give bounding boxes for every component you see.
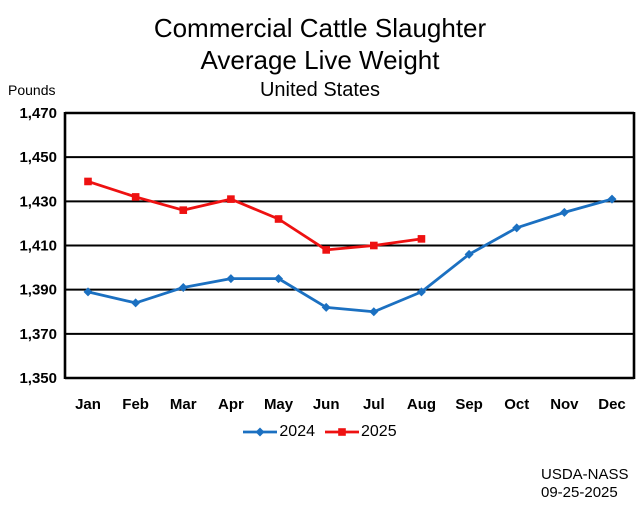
series-2025-marker bbox=[131, 193, 140, 201]
legend-square-marker-icon bbox=[325, 428, 359, 436]
source-org: USDA-NASS bbox=[541, 466, 629, 483]
series-2024-marker bbox=[274, 274, 284, 284]
series-2024-marker bbox=[607, 194, 617, 204]
series-2024-marker bbox=[464, 249, 474, 259]
series-2024-marker bbox=[512, 223, 522, 233]
series-2024-marker bbox=[131, 298, 141, 308]
x-tick-label: May bbox=[264, 396, 294, 413]
series-2025-marker bbox=[179, 206, 188, 214]
x-tick-label: Sep bbox=[455, 396, 483, 413]
source-attribution: USDA-NASS 09-25-2025 bbox=[541, 466, 629, 502]
series-2024-marker bbox=[226, 274, 236, 284]
series-2025-marker bbox=[417, 235, 426, 243]
series-2025-marker bbox=[274, 215, 283, 223]
x-tick-label: Nov bbox=[550, 396, 579, 413]
y-tick-label: 1,450 bbox=[19, 149, 57, 166]
series-2024-marker bbox=[369, 307, 379, 317]
x-tick-label: Jul bbox=[363, 396, 385, 413]
series-2025-marker bbox=[84, 177, 92, 186]
x-tick-label: Jun bbox=[313, 396, 340, 413]
series-2025-marker bbox=[227, 195, 235, 203]
y-tick-label: 1,370 bbox=[19, 326, 57, 343]
y-tick-label: 1,350 bbox=[19, 370, 57, 387]
chart-title-line2: Average Live Weight bbox=[200, 45, 440, 75]
chart-title-line1: Commercial Cattle Slaughter bbox=[153, 13, 487, 43]
x-tick-label: Dec bbox=[598, 396, 626, 413]
chart-legend: 2024 2025 bbox=[0, 423, 640, 441]
x-tick-label: Oct bbox=[504, 396, 529, 413]
y-axis-unit-label: Pounds bbox=[8, 82, 56, 98]
legend-label: 2025 bbox=[361, 423, 397, 440]
legend-label: 2024 bbox=[279, 423, 315, 440]
legend-item-2024: 2024 bbox=[243, 423, 315, 441]
series-2025-marker bbox=[370, 241, 378, 250]
x-tick-label: Mar bbox=[170, 396, 197, 413]
legend-item-2025: 2025 bbox=[325, 423, 397, 441]
x-tick-label: Jan bbox=[75, 396, 101, 413]
series-2025-marker bbox=[322, 246, 330, 254]
y-tick-label: 1,430 bbox=[19, 193, 57, 210]
x-tick-label: Feb bbox=[122, 396, 149, 413]
series-2024-line bbox=[87, 197, 613, 314]
y-tick-label: 1,470 bbox=[19, 105, 57, 122]
source-date: 09-25-2025 bbox=[541, 484, 618, 501]
series-2024-marker bbox=[83, 287, 93, 297]
chart-plot: 1,470 1,450 1,430 1,410 1,390 1,370 1,350 Jan Fe… bbox=[19, 105, 636, 413]
y-tick-label: 1,390 bbox=[19, 282, 57, 299]
series-2024-marker bbox=[321, 302, 331, 312]
series-2024-marker bbox=[178, 282, 188, 292]
series-2024-marker bbox=[416, 287, 426, 297]
series-2024-marker bbox=[559, 207, 569, 217]
legend-diamond-marker-icon bbox=[243, 427, 278, 437]
x-tick-label: Aug bbox=[407, 396, 436, 413]
x-tick-label: Apr bbox=[218, 396, 244, 413]
chart-subtitle: United States bbox=[259, 79, 381, 101]
y-tick-label: 1,410 bbox=[19, 238, 57, 255]
series-2025-line bbox=[87, 180, 422, 252]
